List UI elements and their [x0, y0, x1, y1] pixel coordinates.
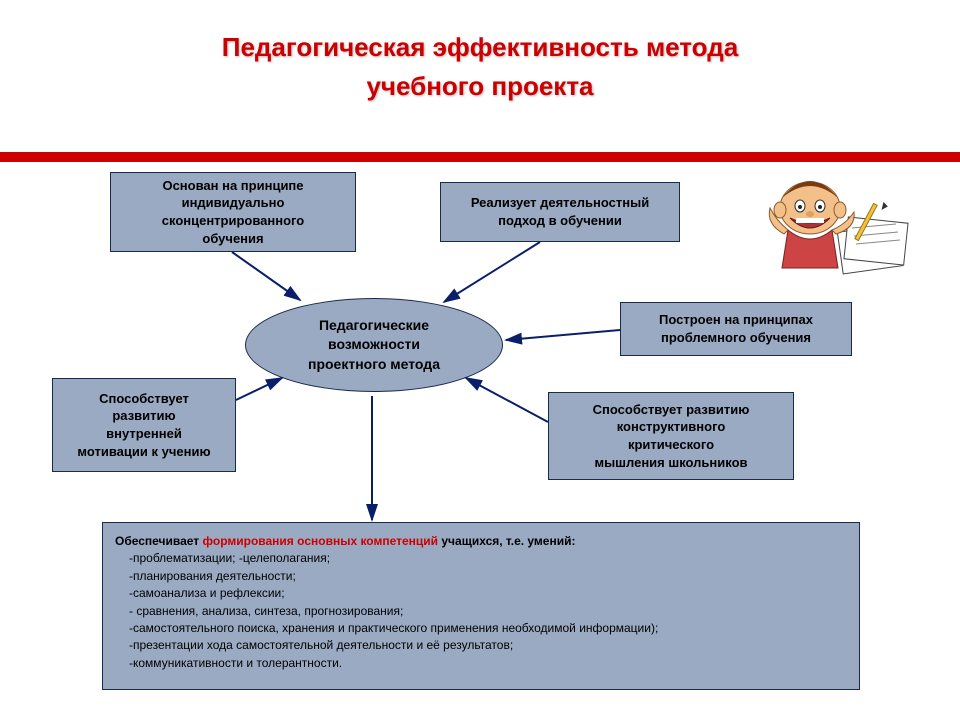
bottom-lead: Обеспечивает формирования основных компе… — [115, 533, 847, 550]
bottom-item: -самоанализа и рефлексии; — [115, 585, 847, 602]
box-inner-motivation: Способствуетразвитиювнутреннеймотивации … — [52, 378, 236, 472]
bottom-lead-post: учащихся, т.е. умений: — [438, 534, 575, 548]
box-text: Основан на принципеиндивидуальносконцент… — [162, 177, 305, 247]
box-text: Реализует деятельностныйподход в обучени… — [471, 194, 649, 229]
center-text: Педагогическиевозможностипроектного мето… — [308, 316, 440, 375]
page-title: Педагогическая эффективность метода учеб… — [0, 0, 960, 106]
bottom-item: -планирования деятельности; — [115, 568, 847, 585]
box-text: Построен на принципахпроблемного обучени… — [659, 311, 813, 346]
bottom-lead-pre: Обеспечивает — [115, 534, 203, 548]
box-text: Способствуетразвитиювнутреннеймотивации … — [77, 390, 210, 460]
box-critical-thinking: Способствует развитиюконструктивногокрит… — [548, 392, 794, 480]
bottom-item: -проблематизации; -целеполагания; — [115, 550, 847, 567]
bottom-item: -презентации хода самостоятельной деятел… — [115, 637, 847, 654]
bottom-item: -самостоятельного поиска, хранения и пра… — [115, 620, 847, 637]
box-text: Способствует развитиюконструктивногокрит… — [593, 401, 750, 471]
divider-bar — [0, 152, 960, 162]
bottom-items: -проблематизации; -целеполагания;-планир… — [115, 550, 847, 672]
box-activity-approach: Реализует деятельностныйподход в обучени… — [440, 182, 680, 242]
title-line2: учебного проекта — [0, 67, 960, 106]
cartoon-icon — [760, 168, 910, 278]
bottom-lead-highlight: формирования основных компетенций — [203, 534, 439, 548]
center-ellipse: Педагогическиевозможностипроектного мето… — [245, 298, 503, 392]
bottom-competencies-box: Обеспечивает формирования основных компе… — [102, 522, 860, 690]
bottom-item: -коммуникативности и толерантности. — [115, 655, 847, 672]
box-problem-learning: Построен на принципахпроблемного обучени… — [620, 302, 852, 356]
title-line1: Педагогическая эффективность метода — [0, 28, 960, 67]
bottom-item: - сравнения, анализа, синтеза, прогнозир… — [115, 603, 847, 620]
box-principle-individual: Основан на принципеиндивидуальносконцент… — [110, 172, 356, 252]
